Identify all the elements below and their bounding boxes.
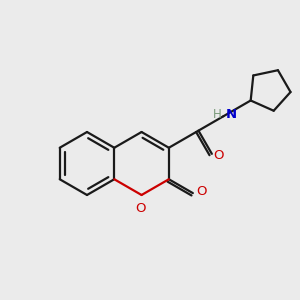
Text: N: N <box>226 108 237 121</box>
Text: O: O <box>213 149 224 162</box>
Text: O: O <box>135 202 145 214</box>
Text: O: O <box>196 185 207 198</box>
Text: H: H <box>212 108 221 121</box>
